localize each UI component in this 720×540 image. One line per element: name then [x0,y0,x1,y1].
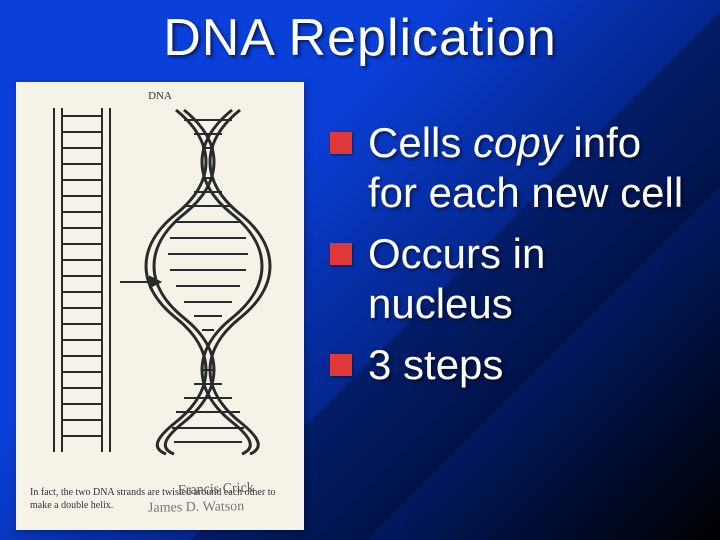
slide-title: DNA Replication [0,8,720,68]
bullet-item: Cells copy info for each new cell [330,118,700,217]
bullet-text-pre: 3 steps [368,341,503,388]
bullet-text-pre: Occurs in nucleus [368,230,545,327]
slide: DNA Replication DNA [0,0,720,540]
bullet-text-em: copy [473,119,562,166]
bullet-list: Cells copy info for each new cell Occurs… [330,118,700,402]
figure-signature-2: James D. Watson [148,499,244,517]
figure-signature-1: Francis Crick [178,481,254,500]
bullet-text-pre: Cells [368,119,473,166]
figure-top-label: DNA [148,90,172,102]
dna-diagram-icon [16,82,304,530]
bullet-item: 3 steps [330,340,700,390]
bullet-item: Occurs in nucleus [330,229,700,328]
dna-figure: DNA [16,82,304,530]
